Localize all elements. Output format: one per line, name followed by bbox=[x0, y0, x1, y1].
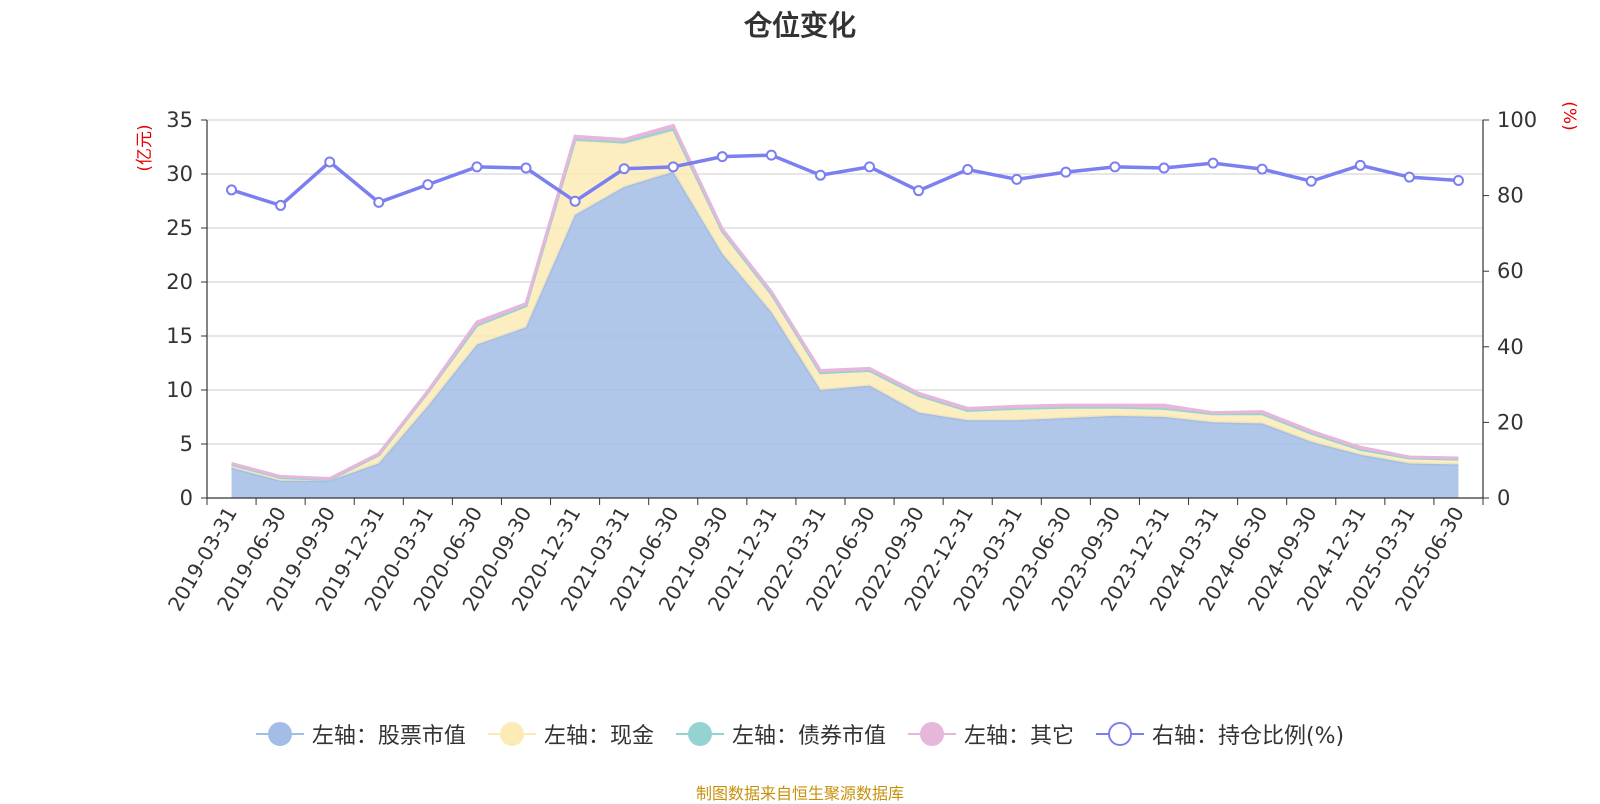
legend-label: 左轴：其它 bbox=[963, 724, 1074, 749]
ratio-point bbox=[864, 161, 876, 173]
ratio-point bbox=[1452, 174, 1464, 186]
legend-item-3[interactable]: 左轴：债券市值 bbox=[675, 718, 886, 750]
ratio-point bbox=[1354, 159, 1366, 171]
legend-swatch bbox=[255, 722, 304, 746]
ratio-point bbox=[667, 161, 679, 173]
legend: 左轴：股票市值 左轴：现金 左轴：债券市值 左轴：其它 右轴：持仓比例(%) bbox=[0, 718, 1600, 750]
left-tick-label: 0 bbox=[180, 486, 193, 510]
ratio-point bbox=[1011, 173, 1023, 185]
ratio-point bbox=[569, 195, 581, 207]
left-tick-label: 20 bbox=[166, 270, 193, 294]
left-tick-label: 35 bbox=[166, 108, 193, 132]
legend-swatch bbox=[1095, 722, 1144, 746]
left-tick-label: 30 bbox=[166, 162, 193, 186]
right-axis-unit: (%) bbox=[1559, 101, 1579, 130]
left-axis-unit: (亿元) bbox=[135, 124, 155, 171]
right-tick-label: 60 bbox=[1497, 259, 1524, 283]
legend-item-1[interactable]: 左轴：股票市值 bbox=[255, 718, 466, 750]
left-tick-label: 15 bbox=[166, 324, 193, 348]
ratio-line bbox=[231, 153, 1459, 208]
legend-swatch bbox=[675, 722, 724, 746]
legend-label: 右轴：持仓比例(%) bbox=[1151, 724, 1345, 749]
ratio-point bbox=[1305, 175, 1317, 187]
legend-marker-icon bbox=[687, 722, 712, 746]
ratio-point bbox=[226, 184, 238, 196]
right-tick-label: 20 bbox=[1497, 410, 1524, 434]
right-tick-label: 100 bbox=[1497, 108, 1537, 132]
ratio-point bbox=[618, 163, 630, 175]
source-note: 制图数据来自恒生聚源数据库 bbox=[695, 784, 904, 803]
right-tick-label: 0 bbox=[1497, 486, 1510, 510]
ratio-point bbox=[471, 161, 483, 173]
legend-marker-icon bbox=[267, 722, 292, 746]
ratio-point bbox=[1207, 157, 1219, 169]
chart-title: 仓位变化 bbox=[743, 9, 856, 42]
legend-swatch bbox=[487, 722, 536, 746]
ratio-point bbox=[962, 164, 974, 176]
ratio-point bbox=[373, 196, 385, 208]
ratio-point bbox=[324, 156, 336, 168]
legend-item-2[interactable]: 左轴：现金 bbox=[487, 718, 654, 750]
right-tick-label: 40 bbox=[1497, 335, 1524, 359]
ratio-point bbox=[520, 162, 532, 174]
legend-marker-icon bbox=[1107, 722, 1132, 746]
left-tick-label: 5 bbox=[180, 432, 193, 456]
legend-item-5[interactable]: 右轴：持仓比例(%) bbox=[1095, 718, 1345, 750]
legend-label: 左轴：股票市值 bbox=[311, 724, 466, 749]
ratio-point bbox=[1256, 163, 1268, 175]
area-edge-series-4 bbox=[231, 123, 1459, 481]
right-tick-label: 80 bbox=[1497, 184, 1524, 208]
ratio-line-layer bbox=[226, 149, 1464, 211]
legend-marker-icon bbox=[919, 722, 944, 746]
stacked-area-layer bbox=[231, 123, 1459, 498]
ratio-point bbox=[1060, 166, 1072, 178]
area-series-1 bbox=[231, 171, 1459, 498]
ratio-point bbox=[275, 199, 287, 211]
ratio-point bbox=[1109, 161, 1121, 173]
ratio-point bbox=[1158, 162, 1170, 174]
ratio-point bbox=[1403, 171, 1415, 183]
legend-label: 左轴：债券市值 bbox=[731, 724, 886, 749]
ratio-point bbox=[913, 185, 925, 197]
ratio-point bbox=[814, 169, 826, 181]
ratio-point bbox=[765, 149, 777, 161]
legend-marker-icon bbox=[499, 722, 524, 746]
legend-swatch bbox=[907, 722, 956, 746]
area-series-2 bbox=[231, 130, 1459, 481]
left-tick-label: 10 bbox=[166, 378, 193, 402]
ratio-point bbox=[422, 179, 434, 191]
legend-item-4[interactable]: 左轴：其它 bbox=[907, 718, 1074, 750]
ratio-point bbox=[716, 151, 728, 163]
left-tick-label: 25 bbox=[166, 216, 193, 240]
legend-label: 左轴：现金 bbox=[543, 724, 654, 749]
